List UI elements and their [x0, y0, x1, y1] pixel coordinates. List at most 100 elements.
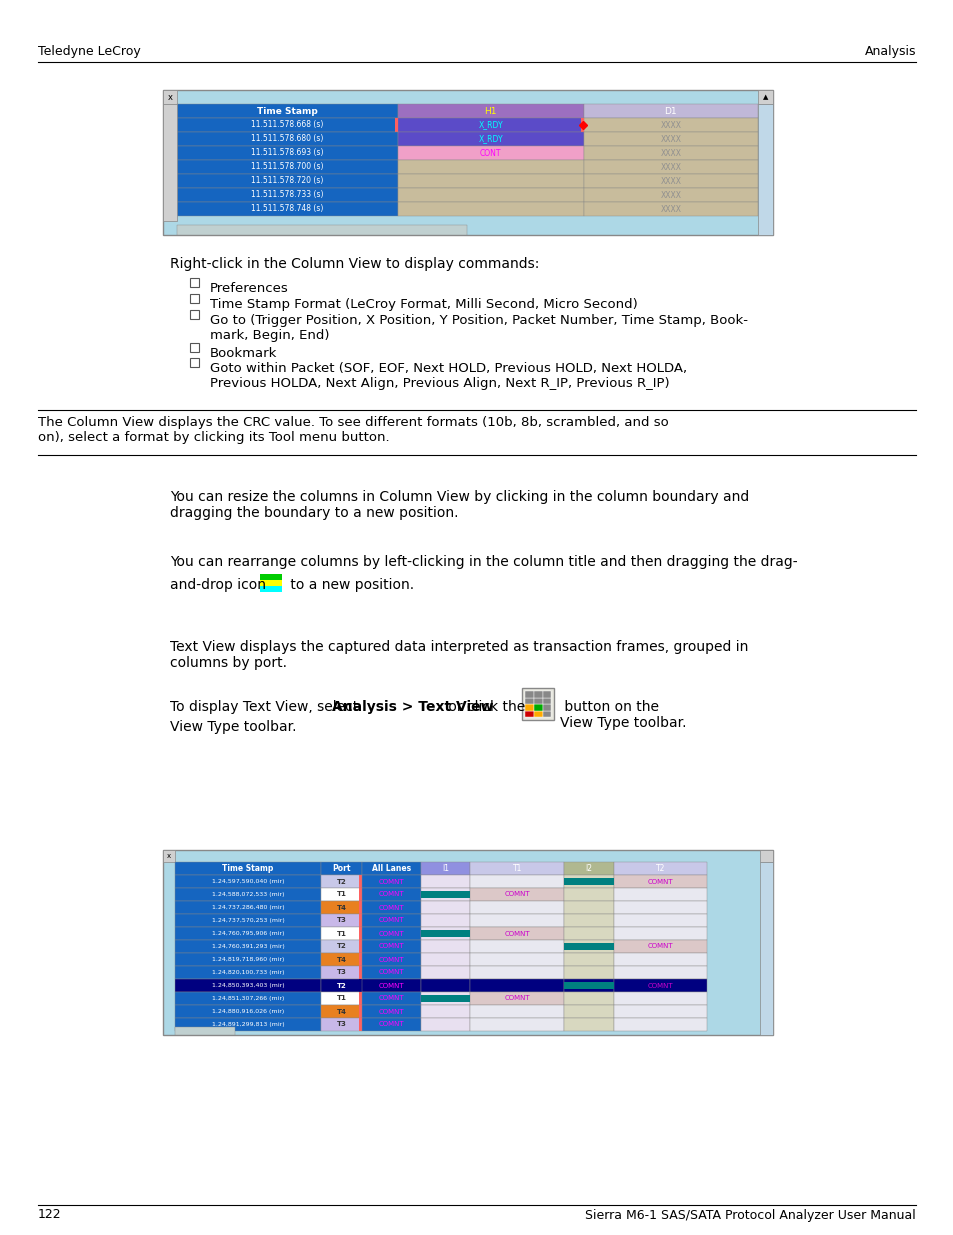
- Bar: [470, 862, 563, 876]
- Text: to a new position.: to a new position.: [286, 578, 414, 592]
- Text: Preferences: Preferences: [210, 282, 289, 295]
- Bar: [563, 902, 613, 914]
- Bar: [174, 888, 321, 902]
- Bar: [174, 902, 321, 914]
- Bar: [420, 992, 470, 1005]
- Bar: [362, 914, 420, 927]
- Text: T1: T1: [336, 930, 346, 936]
- Text: H1: H1: [484, 106, 497, 116]
- Bar: [260, 574, 282, 580]
- Bar: [470, 966, 563, 979]
- Text: COMNT: COMNT: [378, 1021, 404, 1028]
- Text: View Type toolbar.: View Type toolbar.: [170, 720, 296, 734]
- Text: x: x: [167, 853, 171, 860]
- Bar: [397, 203, 583, 216]
- Bar: [420, 979, 470, 992]
- Bar: [613, 992, 706, 1005]
- Bar: [613, 888, 706, 902]
- Text: x: x: [168, 93, 172, 101]
- Bar: [613, 940, 706, 953]
- Bar: [521, 688, 554, 720]
- Bar: [177, 225, 467, 235]
- Text: XXXX: XXXX: [659, 148, 680, 158]
- Bar: [420, 930, 470, 937]
- Text: Port: Port: [333, 864, 351, 873]
- Bar: [397, 119, 583, 132]
- Bar: [359, 1005, 362, 1018]
- Bar: [470, 992, 563, 1005]
- Text: or click the: or click the: [444, 700, 525, 714]
- Bar: [583, 161, 758, 174]
- Bar: [362, 953, 420, 966]
- Bar: [563, 876, 613, 888]
- Text: 1.24,737,286,480 (mir): 1.24,737,286,480 (mir): [212, 905, 284, 910]
- Bar: [563, 927, 613, 940]
- Bar: [177, 104, 397, 119]
- Text: Analysis: Analysis: [863, 46, 915, 58]
- Bar: [613, 1018, 706, 1031]
- Bar: [163, 850, 174, 862]
- Text: COMNT: COMNT: [378, 930, 404, 936]
- Bar: [760, 850, 772, 862]
- Text: T2: T2: [336, 944, 346, 950]
- FancyBboxPatch shape: [163, 90, 772, 235]
- Bar: [260, 580, 282, 585]
- Bar: [563, 966, 613, 979]
- Text: 1.24,891,299,813 (mir): 1.24,891,299,813 (mir): [212, 1023, 284, 1028]
- Bar: [613, 914, 706, 927]
- Bar: [321, 927, 362, 940]
- Text: COMNT: COMNT: [504, 892, 530, 898]
- Bar: [420, 1018, 470, 1031]
- Bar: [190, 278, 199, 287]
- Bar: [163, 850, 772, 1035]
- Bar: [359, 940, 362, 953]
- Text: COMNT: COMNT: [378, 944, 404, 950]
- Text: 1.24,851,307,266 (mir): 1.24,851,307,266 (mir): [212, 995, 284, 1002]
- Bar: [321, 940, 362, 953]
- Bar: [174, 927, 321, 940]
- Text: X_RDY: X_RDY: [477, 135, 502, 143]
- Text: and-drop icon: and-drop icon: [170, 578, 266, 592]
- Text: 11.511.578.720 (s): 11.511.578.720 (s): [251, 177, 323, 185]
- Text: You can resize the columns in Column View by clicking in the column boundary and: You can resize the columns in Column Vie…: [170, 490, 748, 520]
- Bar: [163, 90, 177, 104]
- Bar: [321, 902, 362, 914]
- Bar: [163, 104, 177, 221]
- Bar: [563, 888, 613, 902]
- Bar: [174, 914, 321, 927]
- Bar: [613, 927, 706, 940]
- Text: 1.24,737,570,253 (mir): 1.24,737,570,253 (mir): [212, 918, 284, 923]
- Bar: [397, 174, 583, 188]
- Bar: [177, 203, 397, 216]
- Bar: [359, 876, 362, 888]
- Bar: [321, 914, 362, 927]
- Bar: [420, 914, 470, 927]
- Bar: [470, 953, 563, 966]
- Bar: [420, 995, 470, 1002]
- Text: Sierra M6-1 SAS/SATA Protocol Analyzer User Manual: Sierra M6-1 SAS/SATA Protocol Analyzer U…: [584, 1209, 915, 1221]
- Bar: [397, 132, 583, 146]
- Bar: [177, 132, 397, 146]
- Bar: [583, 203, 758, 216]
- Bar: [321, 876, 362, 888]
- Bar: [420, 902, 470, 914]
- Bar: [525, 710, 534, 718]
- Bar: [190, 294, 199, 303]
- Bar: [362, 1005, 420, 1018]
- Text: 1.24,820,100,733 (mir): 1.24,820,100,733 (mir): [212, 969, 284, 974]
- Bar: [534, 698, 542, 704]
- Bar: [525, 698, 534, 704]
- Text: COMNT: COMNT: [647, 983, 673, 988]
- Text: You can rearrange columns by left-clicking in the column title and then dragging: You can rearrange columns by left-clicki…: [170, 555, 797, 569]
- Bar: [260, 585, 282, 592]
- Bar: [420, 1005, 470, 1018]
- Bar: [420, 888, 470, 902]
- Text: T1: T1: [512, 864, 521, 873]
- Bar: [613, 862, 706, 876]
- Text: COMNT: COMNT: [378, 969, 404, 976]
- Bar: [420, 876, 470, 888]
- Bar: [542, 710, 551, 718]
- Text: COMNT: COMNT: [378, 918, 404, 924]
- Text: I1: I1: [441, 864, 449, 873]
- Bar: [470, 940, 563, 953]
